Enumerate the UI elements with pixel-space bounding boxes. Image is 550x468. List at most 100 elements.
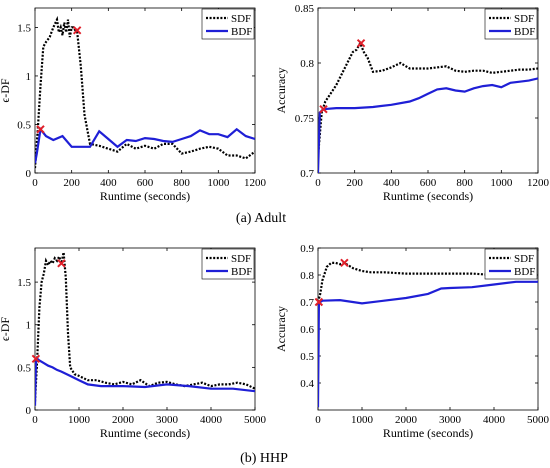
x-tick-label: 200: [63, 177, 80, 189]
x-tick-label: 600: [137, 177, 154, 189]
y-tick-label: 0.8: [300, 58, 314, 70]
y-tick-label: 1.5: [17, 277, 31, 289]
x-tick-label: 400: [383, 177, 400, 189]
marker-stroke: [340, 258, 349, 268]
legend-label-sdf: SDF: [231, 13, 251, 25]
marker-stroke: [36, 125, 45, 134]
series-line-sdf: [35, 252, 255, 402]
optimum-marker: [31, 354, 41, 364]
y-tick-label: 0: [26, 405, 32, 417]
legend-box: [484, 8, 538, 40]
x-tick-label: 800: [173, 177, 190, 189]
optimum-marker: [57, 259, 66, 268]
legend-label-sdf: SDF: [514, 13, 534, 25]
y-axis-label: ϵ-DF: [0, 78, 12, 103]
chart-panel-2: 0 200 400 600 800 1000 1200 0.7 0.75 0.8 0.85 Runti…: [274, 3, 550, 203]
chart-panel-3: 0 1000 2000 3000 4000 5000 0 0.5 1 1.5 Runtime (se…: [0, 247, 267, 440]
series-line-sdf: [35, 15, 255, 169]
legend-box: [484, 248, 538, 280]
chart-panel-1: 0 200 400 600 800 1000 1200 0 0.5 1 1.5 Runtime (se…: [0, 7, 267, 203]
marker-stroke: [319, 104, 328, 114]
y-axis-label: Accuracy: [274, 306, 288, 352]
x-tick-label: 5000: [527, 414, 550, 426]
legend-box: [201, 248, 255, 280]
marker-stroke: [72, 26, 82, 35]
x-axis-label: Runtime (seconds): [100, 189, 190, 203]
y-tick-label: 0.7: [300, 168, 314, 180]
legend-label-bdf: BDF: [231, 266, 252, 278]
x-tick-label: 0: [315, 177, 321, 189]
x-tick-label: 0: [32, 177, 38, 189]
marker-stroke: [57, 259, 66, 268]
optimum-marker: [36, 125, 45, 134]
x-axis-label: Runtime (seconds): [383, 426, 473, 440]
x-tick-label: 0: [315, 414, 321, 426]
y-axis-label: Accuracy: [274, 68, 288, 114]
x-axis-label: Runtime (seconds): [100, 426, 190, 440]
series-line-bdf: [318, 77, 538, 173]
x-tick-label: 2000: [395, 414, 418, 426]
y-axis-label: ϵ-DF: [0, 317, 12, 342]
x-tick-label: 1000: [490, 177, 513, 189]
y-tick-label: 0.5: [17, 119, 31, 131]
optimum-marker: [340, 258, 349, 268]
x-tick-label: 4000: [200, 414, 223, 426]
marker-stroke: [314, 297, 324, 307]
series-line-bdf: [318, 280, 538, 408]
series-line-bdf: [35, 126, 255, 164]
series-line-sdf: [318, 261, 538, 303]
y-tick-label: 1: [26, 320, 32, 332]
y-tick-label: 1: [26, 71, 32, 83]
y-tick-label: 0.6: [300, 324, 314, 336]
caption-b: (b) HHP: [240, 451, 288, 466]
optimum-marker: [356, 38, 366, 48]
x-tick-label: 3000: [439, 414, 462, 426]
marker-stroke: [356, 38, 366, 48]
series-line-sdf: [318, 40, 538, 157]
optimum-marker: [314, 297, 324, 307]
x-tick-label: 1200: [527, 177, 550, 189]
optimum-marker: [319, 104, 328, 114]
x-tick-label: 400: [100, 177, 117, 189]
legend-label-bdf: BDF: [231, 26, 252, 38]
x-tick-label: 1200: [244, 177, 267, 189]
x-tick-label: 1000: [351, 414, 374, 426]
y-tick-label: 0: [26, 168, 32, 180]
y-tick-label: 0.7: [300, 297, 314, 309]
y-tick-label: 0.75: [295, 113, 315, 125]
y-tick-label: 0.5: [17, 362, 31, 374]
legend-label-sdf: SDF: [231, 253, 251, 265]
chart-panel-4: 0 1000 2000 3000 4000 5000 0.4 0.5 0.6 0.7 0.8 0.9 R…: [274, 243, 550, 440]
marker-stroke: [31, 354, 41, 364]
x-tick-label: 4000: [483, 414, 506, 426]
legend-label-bdf: BDF: [514, 26, 535, 38]
optimum-marker: [72, 26, 82, 35]
legend-box: [201, 8, 255, 40]
caption-a: (a) Adult: [236, 211, 286, 226]
legend-label-bdf: BDF: [514, 266, 535, 278]
x-tick-label: 200: [346, 177, 363, 189]
x-tick-label: 5000: [244, 414, 267, 426]
plot-area-frame: [34, 247, 256, 411]
x-tick-label: 1000: [68, 414, 91, 426]
x-tick-label: 800: [456, 177, 473, 189]
y-tick-label: 0.5: [300, 351, 314, 363]
y-tick-label: 1.5: [17, 22, 31, 34]
series-line-bdf: [35, 356, 255, 406]
y-tick-label: 0.4: [300, 378, 314, 390]
legend-label-sdf: SDF: [514, 253, 534, 265]
y-tick-label: 0.85: [295, 3, 315, 15]
x-axis-label: Runtime (seconds): [383, 189, 473, 203]
y-tick-label: 0.9: [300, 243, 314, 255]
x-tick-label: 3000: [156, 414, 179, 426]
y-tick-label: 0.8: [300, 270, 314, 282]
x-tick-label: 0: [32, 414, 38, 426]
x-tick-label: 2000: [112, 414, 135, 426]
x-tick-label: 1000: [207, 177, 230, 189]
x-tick-label: 600: [420, 177, 437, 189]
